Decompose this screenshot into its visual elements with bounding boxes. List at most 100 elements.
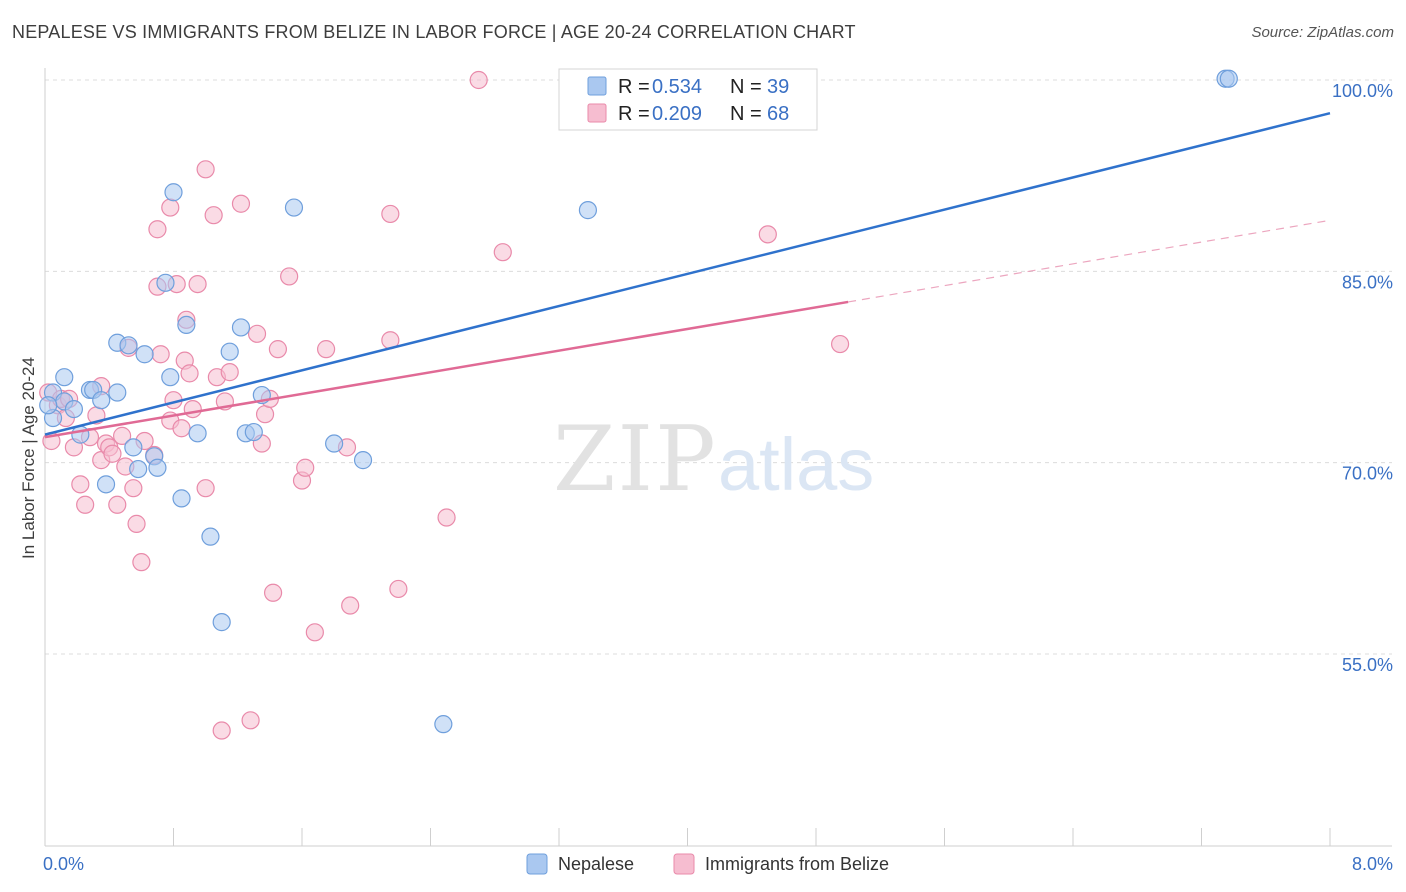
gridlines	[45, 79, 1392, 655]
belize-point	[263, 583, 283, 602]
nepalese-point	[188, 424, 207, 443]
belize-point	[220, 363, 239, 382]
legend-r-value-belize: 0.209	[652, 103, 702, 125]
y-tick-label: 100.0%	[1332, 81, 1393, 101]
legend-n-value-nepalese: 39	[767, 76, 789, 98]
belize-point	[71, 475, 90, 494]
nepalese-point	[161, 368, 180, 387]
belize-point	[247, 324, 267, 343]
belize-point	[183, 399, 202, 419]
belize-point	[212, 721, 231, 740]
nepalese-point	[156, 273, 175, 292]
nepalese-point	[325, 434, 344, 453]
belize-point	[127, 514, 146, 533]
bottom-legend-label-belize: Immigrants from Belize	[705, 854, 889, 874]
nepalese-point	[148, 458, 167, 477]
legend-r-label-belize: R =	[618, 103, 650, 125]
belize-trend-extension	[848, 219, 1331, 303]
y-tick-label: 55.0%	[1342, 655, 1393, 675]
belize-point	[296, 458, 315, 477]
belize-point	[381, 204, 400, 224]
y-tick-label: 70.0%	[1342, 464, 1393, 484]
belize-point	[493, 243, 512, 262]
nepalese-point	[129, 459, 148, 479]
belize-point	[112, 426, 132, 445]
belize-point	[255, 405, 275, 424]
series-legend: Nepalese Immigrants from Belize	[526, 853, 889, 875]
belize-point	[151, 345, 170, 364]
nepalese-point	[55, 368, 74, 387]
nepalese-point	[172, 489, 191, 508]
nepalese-point	[108, 383, 127, 402]
nepalese-point	[201, 527, 220, 546]
belize-point	[341, 596, 360, 615]
nepalese-point	[71, 425, 90, 444]
trend-lines	[44, 111, 1331, 439]
nepalese-point	[135, 345, 154, 364]
belize-point	[469, 70, 488, 90]
nepalese-point	[231, 318, 251, 337]
chart-title: NEPALESE VS IMMIGRANTS FROM BELIZE IN LA…	[12, 22, 856, 42]
belize-point	[196, 479, 215, 498]
belize-point	[231, 194, 251, 213]
watermark-zip: ZIP	[553, 407, 718, 512]
belize-point	[148, 220, 167, 239]
belize-point	[103, 444, 122, 463]
nepalese-point	[177, 315, 196, 335]
belize-point	[280, 267, 299, 286]
belize-point	[124, 479, 143, 498]
data-points	[39, 69, 1238, 740]
axes: 55.0% 70.0% 85.0% 100.0% 0.0% 8.0%	[43, 68, 1393, 874]
nepalese-trend-line	[44, 111, 1331, 436]
legend-swatch-nepalese	[587, 76, 607, 96]
belize-trend-line	[44, 300, 849, 439]
belize-point	[108, 495, 127, 514]
belize-point	[316, 340, 336, 359]
nepalese-point	[124, 438, 143, 457]
nepalese-point	[284, 198, 304, 217]
belize-point	[389, 579, 408, 599]
belize-point	[132, 553, 151, 572]
legend-r-value-nepalese: 0.534	[652, 76, 702, 98]
bottom-legend-label-nepalese: Nepalese	[558, 854, 634, 874]
y-axis-label: In Labor Force | Age 20-24	[19, 357, 38, 559]
belize-point	[196, 160, 215, 179]
nepalese-point	[578, 201, 598, 220]
x-tick-label: 8.0%	[1352, 854, 1393, 874]
belize-point	[188, 274, 207, 294]
legend-n-value-belize: 68	[767, 103, 789, 125]
source-attribution: Source: ZipAtlas.com	[1251, 24, 1394, 41]
x-tick-label: 0.0%	[43, 854, 84, 874]
nepalese-point	[1219, 69, 1238, 88]
y-tick-label: 85.0%	[1342, 272, 1393, 292]
belize-point	[76, 495, 95, 514]
nepalese-point	[353, 451, 373, 470]
bottom-legend-swatch-nepalese	[526, 853, 548, 875]
legend-n-label-nepalese: N =	[730, 76, 762, 98]
belize-point	[305, 623, 324, 642]
correlation-legend: R = 0.534 N = 39 R = 0.209 N = 68	[558, 68, 818, 131]
nepalese-point	[64, 399, 84, 419]
nepalese-point	[119, 336, 138, 355]
legend-n-label-belize: N =	[730, 103, 762, 125]
belize-point	[161, 198, 180, 217]
watermark-atlas: atlas	[718, 423, 874, 506]
nepalese-point	[96, 475, 116, 494]
belize-point	[204, 206, 223, 225]
belize-point	[437, 508, 456, 527]
nepalese-point	[92, 391, 111, 410]
belize-point	[268, 340, 288, 359]
nepalese-point	[39, 396, 58, 415]
legend-r-label-nepalese: R =	[618, 76, 650, 98]
nepalese-point	[434, 715, 453, 734]
nepalese-point	[164, 183, 183, 202]
nepalese-point	[212, 613, 231, 632]
belize-point	[758, 225, 777, 244]
belize-point	[172, 419, 191, 438]
belize-point	[241, 711, 260, 730]
belize-point	[180, 364, 199, 383]
nepalese-point	[244, 422, 263, 442]
nepalese-point	[220, 342, 239, 361]
legend-swatch-belize	[587, 103, 607, 123]
